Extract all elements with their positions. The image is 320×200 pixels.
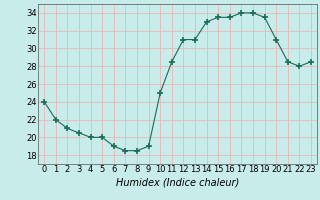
X-axis label: Humidex (Indice chaleur): Humidex (Indice chaleur) bbox=[116, 177, 239, 187]
